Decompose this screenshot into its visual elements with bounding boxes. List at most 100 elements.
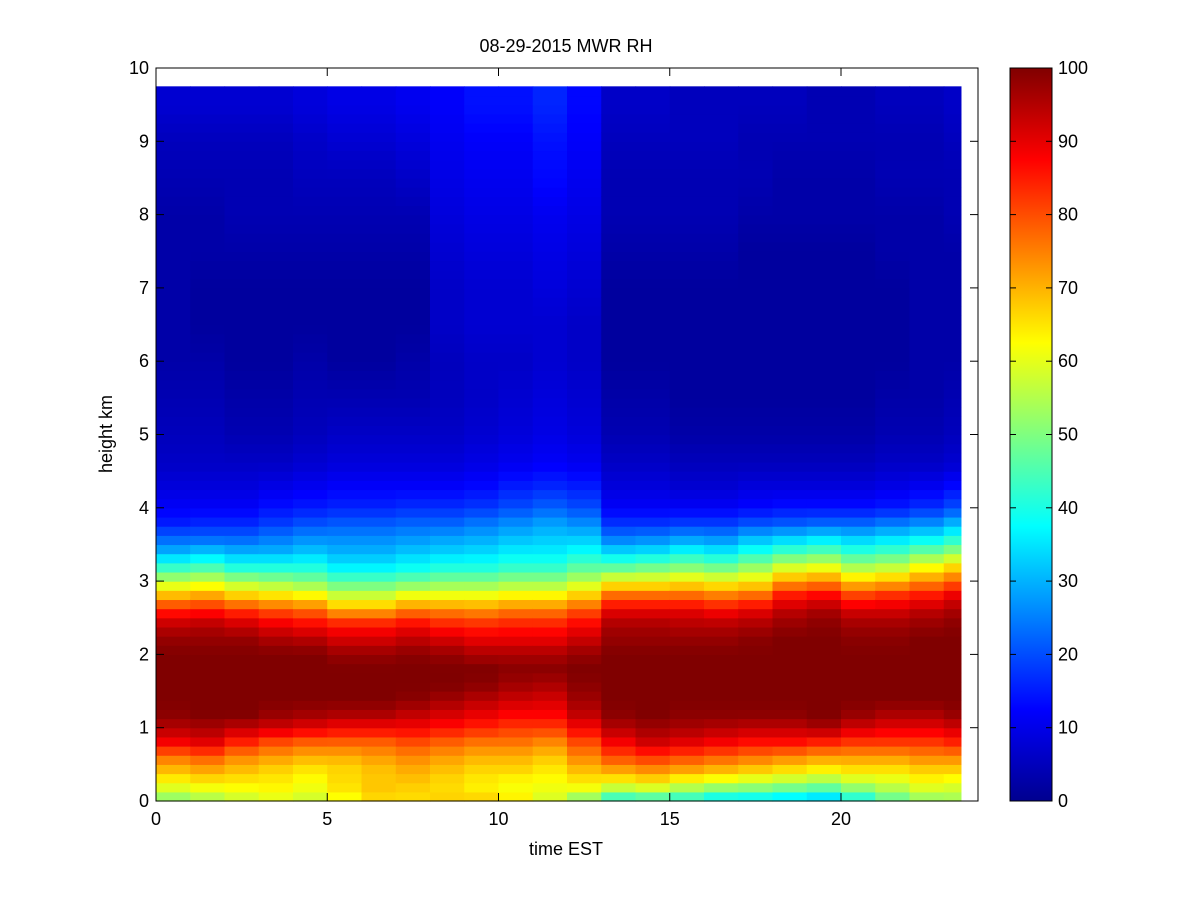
heatmap-cell [395,571,431,582]
heatmap-cell [806,663,842,674]
heatmap-cell [704,242,739,252]
heatmap-cell [498,379,534,390]
heatmap-cell [909,608,945,619]
heatmap-cell [669,773,705,784]
heatmap-cell [361,260,397,271]
heatmap-cell [293,187,328,197]
heatmap-cell [909,507,945,518]
heatmap-cell [361,461,397,472]
heatmap-cell [464,214,500,225]
heatmap-cell [738,782,774,793]
heatmap-cell [258,86,294,97]
heatmap-cell [156,324,191,335]
heatmap-cell [841,425,876,436]
heatmap-cell [567,388,602,399]
heatmap-cell [293,461,328,472]
heatmap-cell [532,214,568,225]
heatmap-cell [190,672,226,683]
heatmap-cell [190,553,226,564]
heatmap-cell [395,342,431,353]
heatmap-cell [361,214,397,225]
heatmap-cell [258,324,294,335]
heatmap-cell [772,755,808,765]
heatmap-cell [224,599,260,610]
heatmap-cell [635,636,671,646]
heatmap-cell [464,700,500,710]
heatmap-cell [669,122,705,133]
heatmap-cell [635,333,671,344]
heatmap-cell [156,416,191,426]
heatmap-cell [532,352,568,362]
heatmap-cell [841,232,876,243]
heatmap-cell [156,471,191,481]
heatmap-cell [841,196,876,207]
heatmap-cell [841,709,876,720]
heatmap-cell [943,553,962,564]
heatmap-cell [567,260,602,271]
heatmap-cell [909,672,945,683]
heatmap-cell [738,480,774,491]
heatmap-cell [669,498,705,509]
heatmap-cell [293,425,328,436]
heatmap-cell [601,122,637,133]
heatmap-cell [738,535,774,546]
heatmap-cell [293,681,328,692]
heatmap-cell [635,397,671,408]
heatmap-cell [395,516,431,527]
heatmap-cell [293,150,328,161]
heatmap-cell [258,287,294,298]
heatmap-cell [532,122,568,133]
heatmap-cell [601,764,637,775]
heatmap-cell [738,773,774,784]
heatmap-cell [704,746,739,756]
heatmap-cell [327,342,363,353]
heatmap-cell [704,727,739,738]
heatmap-cell [806,736,842,747]
heatmap-cell [464,599,500,610]
heatmap-cell [395,645,431,655]
heatmap-cell [498,608,534,619]
heatmap-cell [293,324,328,335]
heatmap-cell [875,773,911,784]
heatmap-cell [772,672,808,683]
heatmap-cell [772,727,808,738]
heatmap-cell [327,132,363,142]
heatmap-cell [498,113,534,124]
heatmap-cell [156,388,191,399]
heatmap-cell [395,315,431,326]
heatmap-cell [875,746,911,756]
heatmap-cell [635,498,671,509]
heatmap-cell [635,370,671,381]
heatmap-cell [224,315,260,326]
heatmap-cell [669,297,705,307]
heatmap-cell [635,617,671,628]
heatmap-cell [532,645,568,655]
heatmap-cell [498,562,534,573]
heatmap-cell [704,306,739,316]
heatmap-cell [327,736,363,747]
heatmap-cell [293,141,328,152]
heatmap-cell [258,306,294,316]
heatmap-cell [430,691,465,701]
heatmap-cell [669,755,705,765]
heatmap-cell [156,361,191,371]
heatmap-cell [669,425,705,436]
heatmap-cell [430,746,465,756]
heatmap-cell [772,544,808,555]
heatmap-cell [498,168,534,179]
heatmap-cell [704,141,739,152]
heatmap-cell [841,434,876,445]
heatmap-cell [635,526,671,536]
heatmap-cell [875,461,911,472]
heatmap-cell [567,791,602,802]
heatmap-cell [943,177,962,188]
heatmap-cell [156,681,191,692]
heatmap-cell [909,150,945,161]
heatmap-cell [258,700,294,710]
heatmap-cell [772,571,808,582]
heatmap-cell [772,306,808,316]
heatmap-cell [738,407,774,417]
heatmap-cell [943,416,962,426]
heatmap-cell [532,370,568,381]
